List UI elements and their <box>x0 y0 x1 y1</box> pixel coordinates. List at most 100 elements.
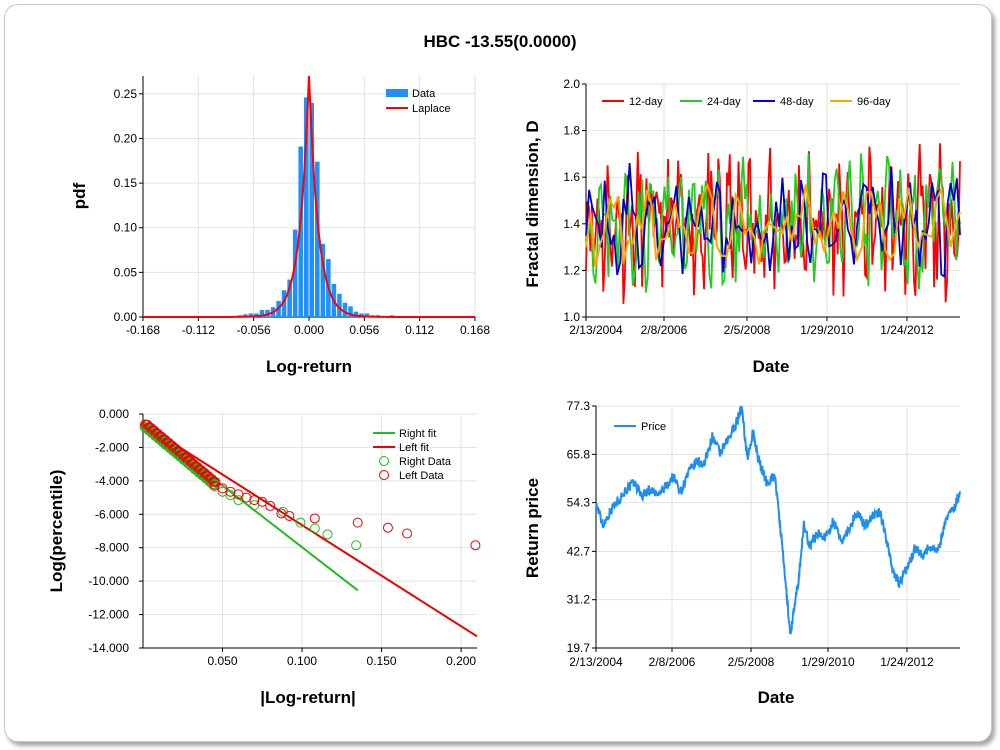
hist-bar <box>287 279 292 317</box>
hist-bar <box>248 313 254 317</box>
right-data-point <box>225 490 236 501</box>
hist-bar <box>303 97 309 317</box>
legend-price-label: Price <box>641 421 666 433</box>
legend-data-swatch <box>386 89 408 97</box>
hist-bar <box>342 302 348 317</box>
left-data-point <box>470 540 481 551</box>
price-ytick-label: 31.2 <box>567 593 591 607</box>
fd-xtick-label: 2/8/2006 <box>641 323 688 337</box>
hist-bar <box>292 229 298 317</box>
tail-xtick-label: 0.100 <box>287 654 317 668</box>
price-x-axis-title: Date <box>758 688 795 707</box>
fd-ytick-label: 1.4 <box>563 217 580 231</box>
fd-legend-label: 48-day <box>780 96 814 108</box>
legend-left-data-swatch <box>379 470 389 480</box>
hist-ytick-label: 0.05 <box>114 265 138 279</box>
price-ytick-label: 42.7 <box>567 544 591 558</box>
hist-xtick-label: 0.168 <box>460 323 490 337</box>
legend-right-data-swatch <box>379 456 389 466</box>
right-data-point <box>295 517 306 528</box>
right-data-point <box>351 540 362 551</box>
hist-bar <box>320 243 326 317</box>
tail-ytick-label: -8.000 <box>95 541 129 555</box>
hist-bar <box>315 161 320 317</box>
hist-bar <box>364 313 370 317</box>
fd-ytick-label: 1.0 <box>563 310 580 324</box>
tail-xtick-label: 0.050 <box>208 654 238 668</box>
hist-ytick-label: 0.25 <box>114 87 138 101</box>
tail-ytick-label: -12.000 <box>88 608 129 622</box>
hist-x-axis-title: Log-return <box>266 357 352 376</box>
right-data-point <box>309 523 320 534</box>
tail-ytick-label: -6.000 <box>95 507 129 521</box>
hist-bar <box>259 309 265 317</box>
tail-x-axis-title: |Log-return| <box>260 688 355 707</box>
page-title: HBC -13.55(0.0000) <box>423 32 577 51</box>
left-data-point <box>382 522 393 533</box>
fd-ytick-label: 2.0 <box>563 77 580 91</box>
tail-y-axis-title: Log(percentile) <box>47 470 66 593</box>
fd-xtick-label: 1/24/2012 <box>880 323 934 337</box>
hist-bar <box>337 293 342 317</box>
tail-ytick-label: -4.000 <box>95 474 129 488</box>
fd-ytick-label: 1.2 <box>563 263 580 277</box>
fd-xtick-label: 2/13/2004 <box>569 323 623 337</box>
fd-ytick-label: 1.6 <box>563 170 580 184</box>
tail-xtick-label: 0.150 <box>367 654 397 668</box>
price-ytick-label: 19.7 <box>567 641 591 655</box>
fd-xtick-label: 2/5/2008 <box>724 323 771 337</box>
hist-xtick-label: 0.056 <box>349 323 379 337</box>
left-data-point <box>257 496 268 507</box>
left-data-point <box>309 513 320 524</box>
fd-xtick-label: 1/29/2010 <box>800 323 854 337</box>
left-fit-line <box>142 423 478 638</box>
hist-bar <box>309 102 315 318</box>
hist-xtick-label: 0.112 <box>405 323 434 337</box>
hist-bar <box>298 146 303 317</box>
price-xtick-label: 1/24/2012 <box>880 655 934 669</box>
hist-bar <box>348 306 353 317</box>
left-data-point <box>352 517 363 528</box>
fd-legend-label: 12-day <box>629 96 663 108</box>
fd-legend-label: 24-day <box>707 96 741 108</box>
hist-xtick-label: -0.112 <box>182 323 215 337</box>
price-ytick-label: 77.3 <box>567 399 591 413</box>
hist-bar <box>281 290 287 317</box>
tail-ytick-label: -14.000 <box>88 641 129 655</box>
hist-xtick-label: -0.168 <box>126 323 160 337</box>
price-xtick-label: 2/13/2004 <box>569 655 623 669</box>
hist-xtick-label: -0.056 <box>237 323 271 337</box>
hist-xtick-label: 0.000 <box>294 323 324 337</box>
left-data-point <box>402 528 413 539</box>
fd-series-line <box>585 183 961 268</box>
hist-ytick-label: 0.20 <box>114 131 138 145</box>
left-data-point <box>265 500 276 511</box>
price-xtick-label: 2/5/2008 <box>728 655 775 669</box>
tail-ytick-label: -2.000 <box>95 440 129 454</box>
price-ytick-label: 54.3 <box>567 496 591 510</box>
tail-ytick-label: 0.000 <box>99 407 129 421</box>
legend-laplace-label: Laplace <box>412 103 451 115</box>
price-y-axis-title: Return price <box>523 478 542 578</box>
fd-legend-label: 96-day <box>857 96 891 108</box>
price-xtick-label: 2/8/2006 <box>649 655 696 669</box>
legend-right-fit-label: Right fit <box>399 428 436 440</box>
hist-ytick-label: 0.00 <box>114 310 138 324</box>
tail-xtick-label: 0.200 <box>446 654 476 668</box>
hist-ytick-label: 0.10 <box>114 221 138 235</box>
legend-data-label: Data <box>412 88 436 100</box>
tail-ytick-label: -10.000 <box>88 574 129 588</box>
legend-left-data-label: Left Data <box>399 470 445 482</box>
hist-y-axis-title: pdf <box>70 182 89 209</box>
left-data-point <box>284 510 295 521</box>
hist-bar <box>353 311 359 317</box>
hist-bar <box>243 314 248 317</box>
price-line <box>595 405 961 635</box>
left-data-point <box>210 477 221 488</box>
fd-ytick-label: 1.8 <box>563 124 580 138</box>
fd-y-axis-title: Fractal dimension, D <box>523 120 542 287</box>
legend-right-data-label: Right Data <box>399 456 452 468</box>
hist-ytick-label: 0.15 <box>114 176 138 190</box>
right-data-point <box>322 529 333 540</box>
